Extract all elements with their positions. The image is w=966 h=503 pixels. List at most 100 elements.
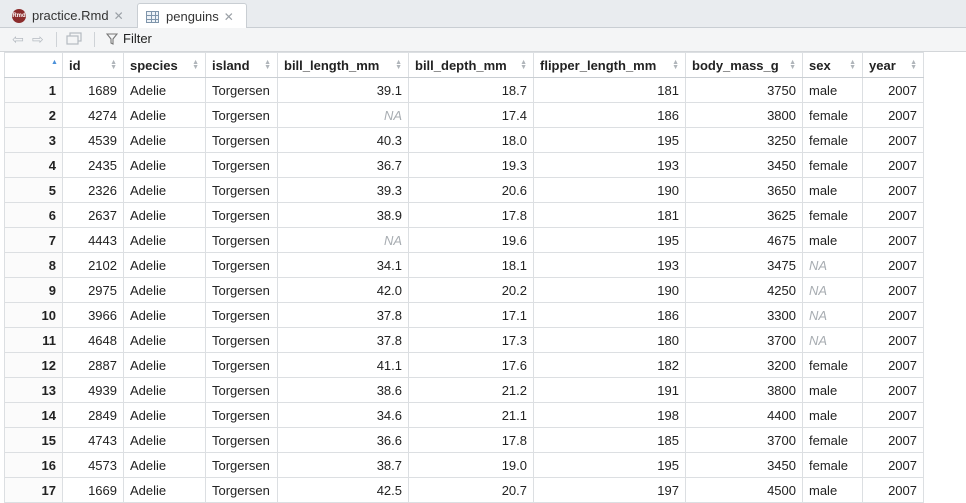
cell-bill-depth-mm: 17.8	[408, 202, 534, 228]
column-header-island[interactable]: island ▲ ▼	[205, 52, 278, 78]
column-header-label: species	[130, 57, 178, 73]
cell-body-mass-g: 3625	[685, 202, 803, 228]
column-header-bill-length-mm[interactable]: bill_length_mm ▲ ▼	[277, 52, 409, 78]
table-row[interactable]: 14 2849 Adelie Torgersen 34.6 21.1 198 4400 male…	[4, 402, 924, 428]
table-row[interactable]: 12 2887 Adelie Torgersen 41.1 17.6 182 3200 fema…	[4, 352, 924, 378]
sort-toggle-icon: ▲ ▼	[910, 59, 917, 71]
cell-species: Adelie	[123, 452, 206, 478]
table-row[interactable]: 13 4939 Adelie Torgersen 38.6 21.2 191 3800 male…	[4, 377, 924, 403]
cell-id: 4939	[62, 377, 124, 403]
cell-sex: NA	[802, 252, 863, 278]
cell-year: 2007	[862, 302, 924, 328]
cell-species: Adelie	[123, 477, 206, 503]
cell-species: Adelie	[123, 102, 206, 128]
row-number: 12	[4, 352, 63, 378]
row-number: 4	[4, 152, 63, 178]
cell-flipper-length-mm: 190	[533, 177, 686, 203]
sort-ascending-icon: ▲	[51, 59, 58, 66]
cell-id: 3966	[62, 302, 124, 328]
close-icon[interactable]: ✕	[223, 9, 234, 24]
cell-sex: male	[802, 77, 863, 103]
table-row[interactable]: 8 2102 Adelie Torgersen 34.1 18.1 193 3475 NA 200…	[4, 252, 924, 278]
cell-flipper-length-mm: 185	[533, 427, 686, 453]
cell-island: Torgersen	[205, 152, 278, 178]
cell-species: Adelie	[123, 277, 206, 303]
row-number: 3	[4, 127, 63, 153]
table-row[interactable]: 10 3966 Adelie Torgersen 37.8 17.1 186 3300 NA 20…	[4, 302, 924, 328]
back-arrow-icon[interactable]: ⇦	[12, 31, 24, 47]
table-row[interactable]: 2 4274 Adelie Torgersen NA 17.4 186 3800 female 2…	[4, 102, 924, 128]
cell-year: 2007	[862, 352, 924, 378]
table-row[interactable]: 9 2975 Adelie Torgersen 42.0 20.2 190 4250 NA 200…	[4, 277, 924, 303]
table-row[interactable]: 16 4573 Adelie Torgersen 38.7 19.0 195 3450 fema…	[4, 452, 924, 478]
cell-sex: female	[802, 202, 863, 228]
cell-sex: female	[802, 102, 863, 128]
row-number: 6	[4, 202, 63, 228]
cell-body-mass-g: 3450	[685, 452, 803, 478]
cell-year: 2007	[862, 102, 924, 128]
table-row[interactable]: 3 4539 Adelie Torgersen 40.3 18.0 195 3250 femal…	[4, 127, 924, 153]
table-row[interactable]: 17 1669 Adelie Torgersen 42.5 20.7 197 4500 male…	[4, 477, 924, 503]
cell-bill-length-mm: 38.9	[277, 202, 409, 228]
table-row[interactable]: 11 4648 Adelie Torgersen 37.8 17.3 180 3700 NA 20…	[4, 327, 924, 353]
cell-year: 2007	[862, 252, 924, 278]
table-row[interactable]: 7 4443 Adelie Torgersen NA 19.6 195 4675 male 200…	[4, 227, 924, 253]
cell-island: Torgersen	[205, 202, 278, 228]
toolbar-divider	[94, 32, 95, 47]
cell-bill-length-mm: NA	[277, 227, 409, 253]
cell-bill-length-mm: 40.3	[277, 127, 409, 153]
row-number: 16	[4, 452, 63, 478]
cell-bill-depth-mm: 17.4	[408, 102, 534, 128]
cell-island: Torgersen	[205, 327, 278, 353]
cell-bill-depth-mm: 20.6	[408, 177, 534, 203]
table-row[interactable]: 6 2637 Adelie Torgersen 38.9 17.8 181 3625 femal…	[4, 202, 924, 228]
table-row[interactable]: 4 2435 Adelie Torgersen 36.7 19.3 193 3450 femal…	[4, 152, 924, 178]
cell-bill-length-mm: 37.8	[277, 302, 409, 328]
cell-year: 2007	[862, 152, 924, 178]
cell-bill-depth-mm: 18.7	[408, 77, 534, 103]
column-header-id[interactable]: id ▲ ▼	[62, 52, 124, 78]
cell-flipper-length-mm: 193	[533, 252, 686, 278]
tab-practice-rmd[interactable]: Rmd practice.Rmd ✕	[4, 3, 134, 28]
close-icon[interactable]: ✕	[113, 8, 124, 23]
column-header-flipper-length-mm[interactable]: flipper_length_mm ▲ ▼	[533, 52, 686, 78]
cell-island: Torgersen	[205, 427, 278, 453]
cell-year: 2007	[862, 227, 924, 253]
row-number: 14	[4, 402, 63, 428]
popout-window-icon[interactable]	[66, 32, 82, 47]
column-header-sex[interactable]: sex ▲ ▼	[802, 52, 863, 78]
tab-label: practice.Rmd	[32, 8, 109, 23]
row-number: 11	[4, 327, 63, 353]
cell-year: 2007	[862, 177, 924, 203]
cell-island: Torgersen	[205, 252, 278, 278]
column-header-label: body_mass_g	[692, 57, 779, 73]
cell-year: 2007	[862, 327, 924, 353]
cell-bill-depth-mm: 17.3	[408, 327, 534, 353]
table-header-row: ▲ id ▲ ▼ species ▲ ▼ island ▲ ▼ bill_length_mm ▲ ▼ b…	[4, 52, 924, 78]
row-number-header[interactable]: ▲	[4, 52, 63, 78]
column-header-species[interactable]: species ▲ ▼	[123, 52, 206, 78]
sort-toggle-icon: ▲ ▼	[849, 59, 856, 71]
column-header-body-mass-g[interactable]: body_mass_g ▲ ▼	[685, 52, 803, 78]
cell-body-mass-g: 3300	[685, 302, 803, 328]
cell-bill-length-mm: 34.6	[277, 402, 409, 428]
cell-flipper-length-mm: 195	[533, 127, 686, 153]
column-header-year[interactable]: year ▲ ▼	[862, 52, 924, 78]
cell-flipper-length-mm: 180	[533, 327, 686, 353]
row-number: 9	[4, 277, 63, 303]
cell-island: Torgersen	[205, 302, 278, 328]
forward-arrow-icon[interactable]: ⇨	[32, 31, 44, 47]
tab-penguins[interactable]: penguins ✕	[137, 3, 247, 29]
cell-bill-length-mm: 42.5	[277, 477, 409, 503]
cell-flipper-length-mm: 181	[533, 202, 686, 228]
sort-toggle-icon: ▲ ▼	[110, 59, 117, 71]
table-row[interactable]: 1 1689 Adelie Torgersen 39.1 18.7 181 3750 male 2…	[4, 77, 924, 103]
sort-toggle-icon: ▲ ▼	[672, 59, 679, 71]
table-row[interactable]: 15 4743 Adelie Torgersen 36.6 17.8 185 3700 fema…	[4, 427, 924, 453]
table-row[interactable]: 5 2326 Adelie Torgersen 39.3 20.6 190 3650 male 2…	[4, 177, 924, 203]
cell-bill-depth-mm: 17.6	[408, 352, 534, 378]
column-header-bill-depth-mm[interactable]: bill_depth_mm ▲ ▼	[408, 52, 534, 78]
cell-island: Torgersen	[205, 477, 278, 503]
filter-button[interactable]: Filter	[106, 31, 152, 46]
sort-toggle-icon: ▲ ▼	[520, 59, 527, 71]
